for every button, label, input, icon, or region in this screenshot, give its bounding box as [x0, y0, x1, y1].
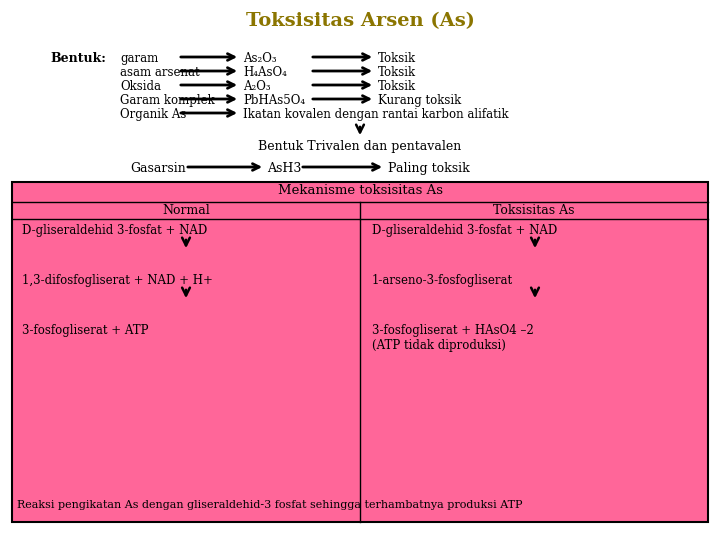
Text: Normal: Normal [162, 204, 210, 217]
Text: AsH3: AsH3 [267, 162, 302, 175]
Text: Gasarsin: Gasarsin [130, 162, 186, 175]
Text: D-gliseraldehid 3-fosfat + NAD: D-gliseraldehid 3-fosfat + NAD [22, 224, 207, 237]
Text: Kurang toksik: Kurang toksik [378, 94, 462, 107]
Text: Garam komplek: Garam komplek [120, 94, 215, 107]
Text: Toksisitas Arsen (As): Toksisitas Arsen (As) [246, 12, 474, 30]
Text: Oksida: Oksida [120, 80, 161, 93]
Text: Ikatan kovalen dengan rantai karbon alifatik: Ikatan kovalen dengan rantai karbon alif… [243, 108, 508, 121]
Text: 1,3-difosfogliserat + NAD + H+: 1,3-difosfogliserat + NAD + H+ [22, 274, 213, 287]
Text: 3-fosfogliserat + HAsO4 –2
(ATP tidak diproduksi): 3-fosfogliserat + HAsO4 –2 (ATP tidak di… [372, 324, 534, 352]
Text: garam: garam [120, 52, 158, 65]
Text: Toksik: Toksik [378, 66, 416, 79]
Text: D-gliseraldehid 3-fosfat + NAD: D-gliseraldehid 3-fosfat + NAD [372, 224, 557, 237]
Text: Bentuk Trivalen dan pentavalen: Bentuk Trivalen dan pentavalen [258, 140, 462, 153]
Text: asam arsenat: asam arsenat [120, 66, 199, 79]
Text: Toksik: Toksik [378, 80, 416, 93]
Text: As₂O₃: As₂O₃ [243, 52, 276, 65]
Text: Bentuk:: Bentuk: [50, 52, 106, 65]
Text: Toksik: Toksik [378, 52, 416, 65]
Bar [12, 182, 708, 522]
Text: PbHAs5O₄: PbHAs5O₄ [243, 94, 305, 107]
Text: H₄AsO₄: H₄AsO₄ [243, 66, 287, 79]
Text: Reaksi pengikatan As dengan gliseraldehid-3 fosfat sehingga terhambatnya produks: Reaksi pengikatan As dengan gliseraldehi… [17, 500, 523, 510]
Text: A₂O₃: A₂O₃ [243, 80, 271, 93]
Text: Toksisitas As: Toksisitas As [493, 204, 575, 217]
Text: 1-arseno-3-fosfogliserat: 1-arseno-3-fosfogliserat [372, 274, 513, 287]
Text: Paling toksik: Paling toksik [388, 162, 469, 175]
Text: Organik As: Organik As [120, 108, 186, 121]
Text: 3-fosfogliserat + ATP: 3-fosfogliserat + ATP [22, 324, 148, 337]
Text: Mekanisme toksisitas As: Mekanisme toksisitas As [277, 184, 443, 197]
